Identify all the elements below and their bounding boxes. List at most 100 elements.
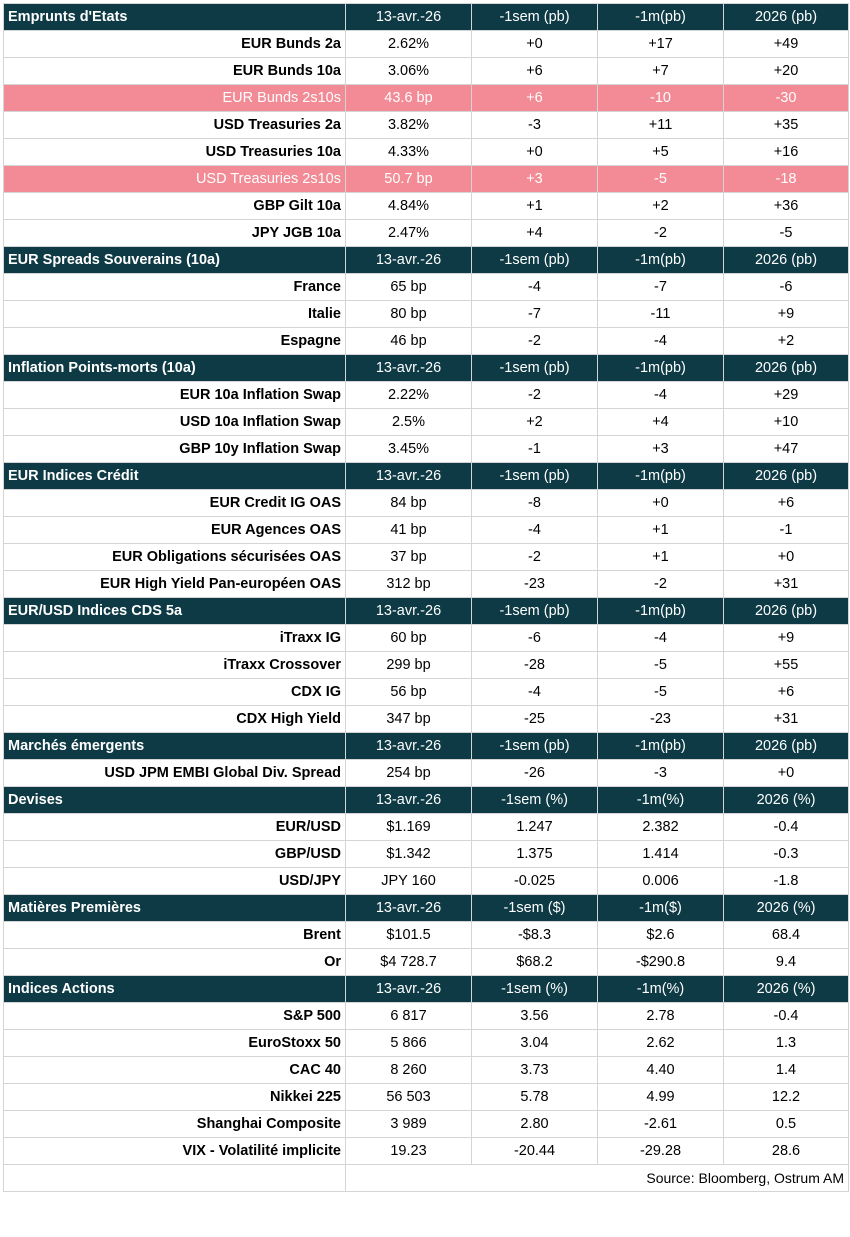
column-header: 2026 (pb) [723, 732, 849, 760]
table-cell: $68.2 [471, 948, 598, 976]
table-row: VIX - Volatilité implicite 19.23 -20.44 -29… [3, 1137, 849, 1165]
table-row: USD/JPY JPY 160 -0.025 0.006 -1.8 [3, 867, 849, 895]
table-cell: 56 503 [345, 1083, 472, 1111]
table-cell: -10 [597, 84, 724, 112]
table-cell: 56 bp [345, 678, 472, 706]
section-title: Matières Premières [3, 894, 346, 922]
table-row: EuroStoxx 50 5 866 3.04 2.62 1.3 [3, 1029, 849, 1057]
table-cell: 1.3 [723, 1029, 849, 1057]
row-label: EUR 10a Inflation Swap [3, 381, 346, 409]
table-cell: -5 [597, 678, 724, 706]
footer-spacer [3, 1164, 346, 1192]
column-header: -1m(pb) [597, 354, 724, 382]
table-cell: $4 728.7 [345, 948, 472, 976]
market-data-body: Emprunts d'Etats 13-avr.-26 -1sem (pb) -1m(… [3, 3, 849, 1192]
table-cell: 3.73 [471, 1056, 598, 1084]
table-cell: 0.006 [597, 867, 724, 895]
table-row: Or $4 728.7 $68.2 -$290.8 9.4 [3, 948, 849, 976]
table-row: EUR Bunds 2s10s 43.6 bp +6 -10 -30 [3, 84, 849, 112]
table-cell: +5 [597, 138, 724, 166]
column-header: 13-avr.-26 [345, 975, 472, 1003]
column-header: 2026 (pb) [723, 3, 849, 31]
row-label: Shanghai Composite [3, 1110, 346, 1138]
table-cell: +3 [471, 165, 598, 193]
table-cell: 0.5 [723, 1110, 849, 1138]
table-cell: -28 [471, 651, 598, 679]
section-title: Marchés émergents [3, 732, 346, 760]
table-cell: 12.2 [723, 1083, 849, 1111]
table-cell: +1 [597, 516, 724, 544]
table-cell: +31 [723, 570, 849, 598]
column-header: -1sem ($) [471, 894, 598, 922]
column-header: -1sem (pb) [471, 462, 598, 490]
table-cell: -8 [471, 489, 598, 517]
table-cell: -7 [597, 273, 724, 301]
table-cell: 80 bp [345, 300, 472, 328]
table-cell: -29.28 [597, 1137, 724, 1165]
column-header: 13-avr.-26 [345, 246, 472, 274]
table-cell: 37 bp [345, 543, 472, 571]
column-header: -1m(pb) [597, 462, 724, 490]
row-label: EuroStoxx 50 [3, 1029, 346, 1057]
table-cell: -4 [471, 516, 598, 544]
table-cell: 254 bp [345, 759, 472, 787]
table-cell: -0.4 [723, 813, 849, 841]
table-cell: +31 [723, 705, 849, 733]
section-header-emprunts-d-etats: Emprunts d'Etats 13-avr.-26 -1sem (pb) -1m(… [3, 3, 849, 31]
table-cell: +2 [597, 192, 724, 220]
table-cell: 1.414 [597, 840, 724, 868]
row-label: France [3, 273, 346, 301]
table-cell: 2.5% [345, 408, 472, 436]
table-row: GBP Gilt 10a 4.84% +1 +2 +36 [3, 192, 849, 220]
column-header: 2026 (%) [723, 975, 849, 1003]
row-label: iTraxx Crossover [3, 651, 346, 679]
table-cell: -6 [723, 273, 849, 301]
row-label: EUR Agences OAS [3, 516, 346, 544]
table-row: USD Treasuries 10a 4.33% +0 +5 +16 [3, 138, 849, 166]
column-header: 13-avr.-26 [345, 597, 472, 625]
table-row: USD Treasuries 2s10s 50.7 bp +3 -5 -18 [3, 165, 849, 193]
table-cell: +3 [597, 435, 724, 463]
table-cell: 1.247 [471, 813, 598, 841]
table-cell: +0 [723, 543, 849, 571]
table-cell: 65 bp [345, 273, 472, 301]
row-label: EUR Credit IG OAS [3, 489, 346, 517]
column-header: -1m(pb) [597, 246, 724, 274]
table-cell: -2.61 [597, 1110, 724, 1138]
table-cell: -1 [723, 516, 849, 544]
row-label: EUR Bunds 2s10s [3, 84, 346, 112]
table-cell: 347 bp [345, 705, 472, 733]
table-row: iTraxx IG 60 bp -6 -4 +9 [3, 624, 849, 652]
row-label: Or [3, 948, 346, 976]
table-row: EUR Agences OAS 41 bp -4 +1 -1 [3, 516, 849, 544]
table-cell: 50.7 bp [345, 165, 472, 193]
table-cell: -6 [471, 624, 598, 652]
table-cell: 299 bp [345, 651, 472, 679]
table-row: Shanghai Composite 3 989 2.80 -2.61 0.5 [3, 1110, 849, 1138]
table-cell: -2 [597, 219, 724, 247]
table-cell: 3.56 [471, 1002, 598, 1030]
table-cell: 8 260 [345, 1056, 472, 1084]
table-cell: 4.99 [597, 1083, 724, 1111]
table-cell: 2.47% [345, 219, 472, 247]
table-cell: 60 bp [345, 624, 472, 652]
table-cell: +0 [471, 30, 598, 58]
section-title: EUR/USD Indices CDS 5a [3, 597, 346, 625]
table-row: EUR Obligations sécurisées OAS 37 bp -2 +1 +… [3, 543, 849, 571]
table-cell: -5 [597, 651, 724, 679]
row-label: EUR High Yield Pan-européen OAS [3, 570, 346, 598]
table-cell: -4 [597, 327, 724, 355]
table-row: Espagne 46 bp -2 -4 +2 [3, 327, 849, 355]
section-title: Devises [3, 786, 346, 814]
column-header: 2026 (pb) [723, 462, 849, 490]
row-label: GBP/USD [3, 840, 346, 868]
table-cell: -7 [471, 300, 598, 328]
table-cell: -23 [597, 705, 724, 733]
row-label: Espagne [3, 327, 346, 355]
table-cell: -5 [597, 165, 724, 193]
row-label: VIX - Volatilité implicite [3, 1137, 346, 1165]
table-row: JPY JGB 10a 2.47% +4 -2 -5 [3, 219, 849, 247]
table-cell: +55 [723, 651, 849, 679]
table-cell: +11 [597, 111, 724, 139]
table-cell: 6 817 [345, 1002, 472, 1030]
